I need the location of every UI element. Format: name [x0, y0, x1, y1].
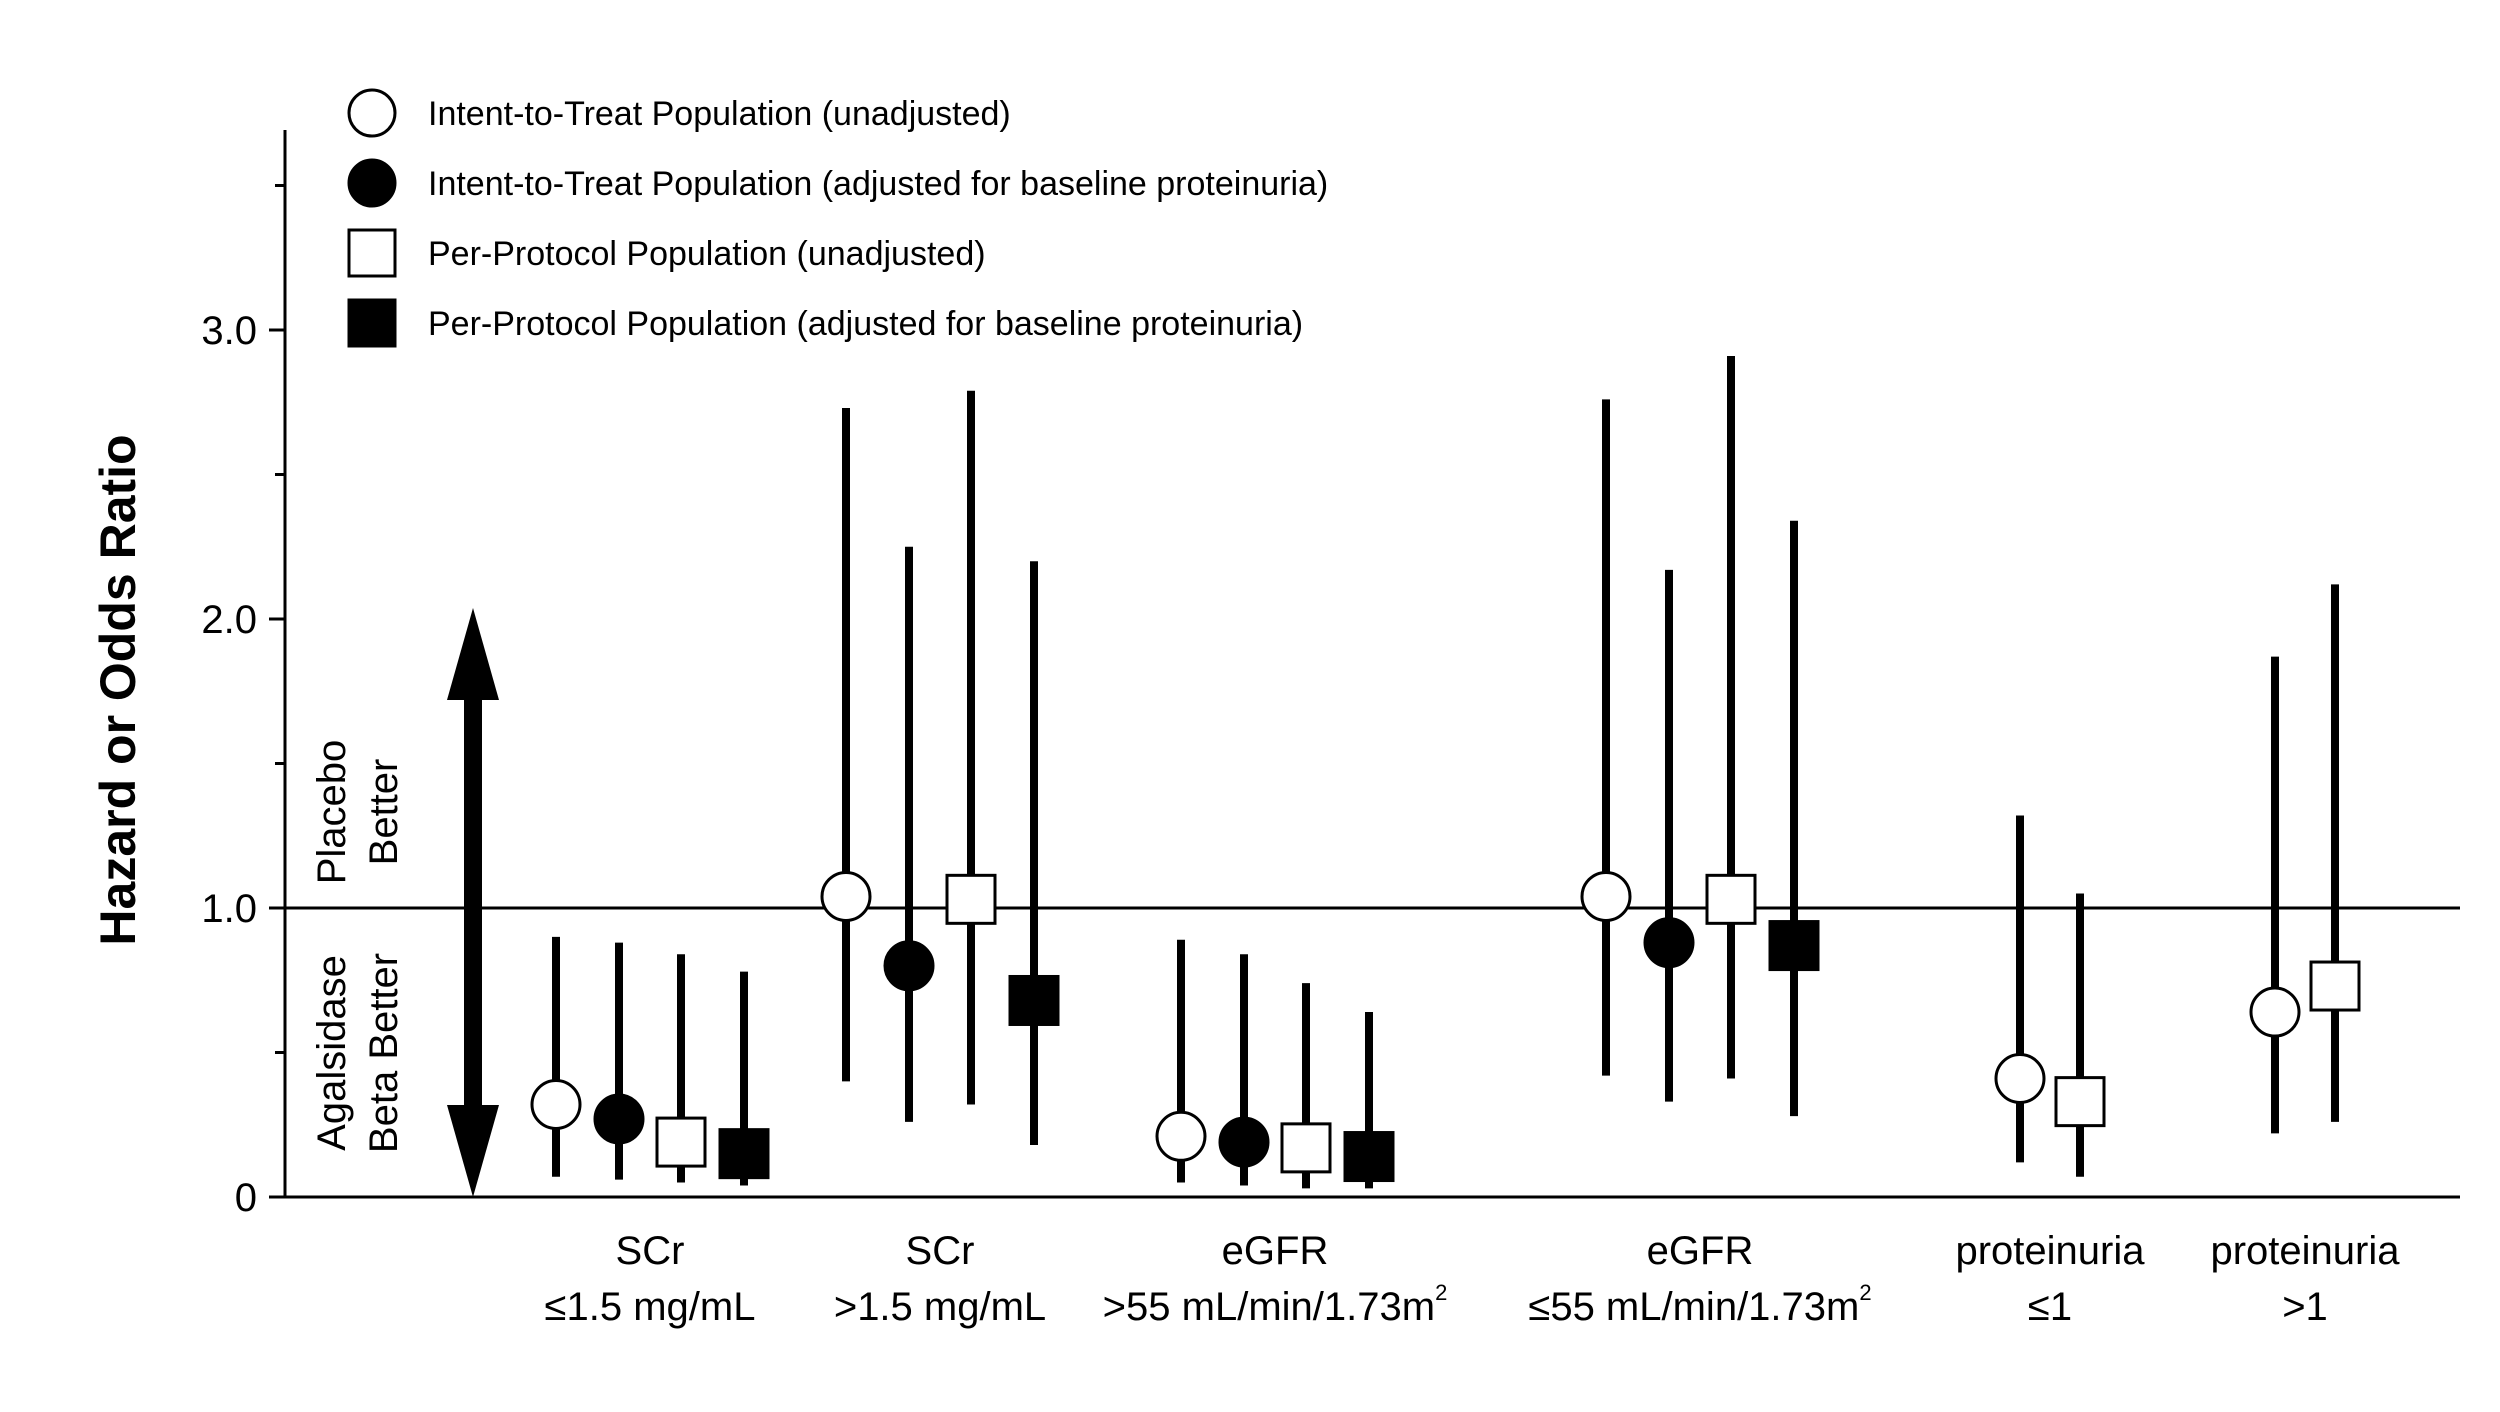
legend-item: Intent-to-Treat Population (adjusted for…: [347, 158, 1328, 208]
category-label-line2: ≤55 mL/min/1.73m2: [1528, 1280, 1871, 1329]
direction-arrow-icon: [447, 608, 499, 1197]
agalsidase-better-annotation: Agalsidase Beta Better: [310, 953, 406, 1153]
open-circle-marker: [347, 88, 397, 138]
category-label-superscript: 2: [1435, 1280, 1447, 1305]
category-label: eGFR >55 mL/min/1.73m2: [1103, 1229, 1448, 1329]
category-label-line2: >1.5 mg/mL: [834, 1285, 1046, 1329]
category-label-superscript: 2: [1859, 1280, 1871, 1305]
legend-label: Per-Protocol Population (adjusted for ba…: [428, 305, 1303, 343]
filled-circle-marker: [593, 1093, 645, 1145]
filled-square-marker: [1343, 1131, 1395, 1183]
category-label-line1: eGFR: [1647, 1229, 1754, 1273]
y-tick-label: 3.0: [201, 309, 257, 353]
open-circle-marker: [530, 1079, 582, 1131]
category-label-line2: ≤1.5 mg/mL: [545, 1285, 756, 1329]
category-label: proteinuria >1: [2210, 1229, 2400, 1329]
open-square-marker: [2309, 960, 2361, 1012]
open-square-marker: [1705, 873, 1757, 925]
annotation-placebo: Placebo: [310, 740, 354, 885]
filled-circle-marker: [347, 158, 397, 208]
annotation-better: Better: [362, 759, 406, 866]
filled-square-marker: [1008, 974, 1060, 1026]
y-axis-label: Hazard or Odds Ratio: [90, 434, 146, 945]
category-label-line1: eGFR: [1222, 1229, 1329, 1273]
legend-item: Per-Protocol Population (unadjusted): [347, 228, 986, 278]
legend-item: Intent-to-Treat Population (unadjusted): [347, 88, 1011, 138]
category-label: proteinuria ≤1: [1955, 1229, 2145, 1329]
category-label-line1: SCr: [906, 1229, 975, 1273]
open-square-marker: [2054, 1076, 2106, 1128]
placebo-better-annotation: Placebo Better: [310, 740, 406, 885]
open-square-marker: [945, 873, 997, 925]
category-label: SCr >1.5 mg/mL: [834, 1229, 1046, 1329]
open-square-marker: [347, 228, 397, 278]
filled-square-marker: [718, 1128, 770, 1180]
annotation-agalsidase: Agalsidase: [310, 955, 354, 1151]
y-tick-label: 2.0: [201, 598, 257, 642]
y-tick-label: 0: [235, 1176, 257, 1220]
category-label-line2: ≤1: [2028, 1285, 2072, 1329]
filled-circle-marker: [1218, 1116, 1270, 1168]
category-label-line1: SCr: [616, 1229, 685, 1273]
open-square-marker: [655, 1116, 707, 1168]
filled-square-marker: [1768, 920, 1820, 972]
category-label: SCr ≤1.5 mg/mL: [545, 1229, 756, 1329]
open-circle-marker: [1155, 1110, 1207, 1162]
open-circle-marker: [1580, 870, 1632, 922]
annotation-beta-better: Beta Better: [362, 953, 406, 1153]
category-label-line2: >1: [2282, 1285, 2328, 1329]
filled-circle-marker: [883, 940, 935, 992]
point-estimates: [530, 870, 2361, 1183]
legend-item: Per-Protocol Population (adjusted for ba…: [347, 298, 1303, 348]
y-ticks: 0 1.0 2.0 3.0: [201, 184, 285, 1220]
category-label: eGFR ≤55 mL/min/1.73m2: [1528, 1229, 1871, 1329]
open-circle-marker: [820, 870, 872, 922]
legend-label: Per-Protocol Population (unadjusted): [428, 235, 986, 273]
category-label-line2: >55 mL/min/1.73m2: [1103, 1280, 1448, 1329]
y-tick-label: 1.0: [201, 887, 257, 931]
legend: Intent-to-Treat Population (unadjusted) I…: [347, 88, 1328, 348]
open-circle-marker: [2249, 986, 2301, 1038]
category-label-line1: proteinuria: [1955, 1229, 2145, 1273]
filled-square-marker: [347, 298, 397, 348]
open-circle-marker: [1994, 1053, 2046, 1105]
filled-circle-marker: [1643, 917, 1695, 969]
confidence-intervals: [552, 356, 2339, 1189]
legend-label: Intent-to-Treat Population (adjusted for…: [428, 165, 1328, 203]
category-label-line1: proteinuria: [2210, 1229, 2400, 1273]
legend-label: Intent-to-Treat Population (unadjusted): [428, 95, 1011, 133]
category-labels: SCr ≤1.5 mg/mL SCr >1.5 mg/mL eGFR >55 mL/min…: [545, 1229, 2401, 1329]
open-square-marker: [1280, 1122, 1332, 1174]
